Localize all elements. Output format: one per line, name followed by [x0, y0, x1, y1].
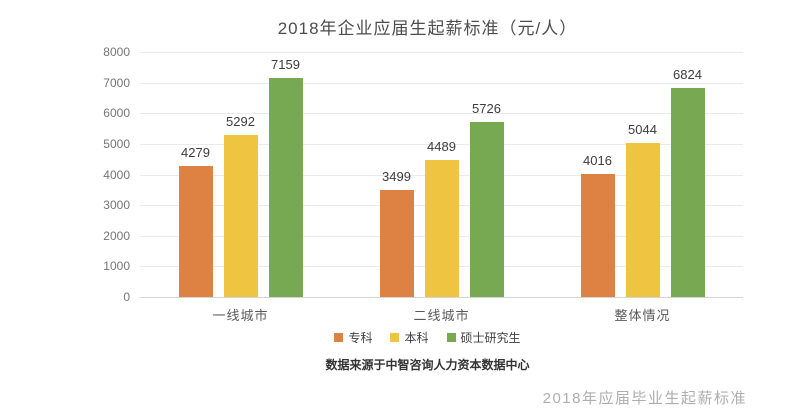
bar-value-label: 3499 — [382, 168, 411, 184]
bar-专科-二线城市 — [379, 189, 414, 297]
bar-硕士研究生-二线城市 — [469, 121, 504, 297]
y-axis-tick-label: 2000 — [103, 228, 130, 243]
bar-value-label: 5292 — [226, 113, 255, 129]
bar-本科-二线城市 — [424, 159, 459, 297]
bar-value-label: 4489 — [427, 138, 456, 154]
gridline — [140, 143, 743, 145]
gridline — [140, 113, 743, 115]
bar-专科-整体情况 — [580, 174, 615, 297]
bar-value-label: 5044 — [628, 121, 657, 137]
bar-value-label: 4279 — [181, 144, 210, 160]
bar-value-label: 6824 — [673, 67, 702, 83]
x-axis-baseline — [140, 297, 743, 298]
x-axis-category-label: 整体情况 — [614, 308, 671, 323]
y-axis-tick-label: 7000 — [103, 75, 130, 90]
legend-color-swatch — [390, 333, 400, 342]
bar-value-label: 7159 — [271, 56, 300, 72]
y-axis-tick-label: 8000 — [103, 45, 130, 59]
legend-color-swatch — [446, 333, 456, 342]
legend-label: 本科 — [404, 331, 429, 345]
data-source-note: 数据来源于中智咨询人力资本数据中心 — [325, 358, 530, 372]
bottom-caption: 2018年应届毕业生起薪标准 — [542, 390, 747, 407]
bar-专科-一线城市 — [178, 165, 213, 297]
chart-legend: 专科 本科 硕士研究生 — [70, 329, 785, 346]
y-axis-tick-label: 4000 — [103, 167, 130, 182]
chart-title: 2018年企业应届生起薪标准（元/人） — [277, 19, 578, 38]
legend-label: 硕士研究生 — [460, 331, 521, 345]
x-axis-category-label: 二线城市 — [413, 308, 470, 323]
y-axis-tick-label: 5000 — [103, 136, 130, 151]
bar-本科-整体情况 — [625, 142, 660, 297]
bar-硕士研究生-一线城市 — [268, 77, 303, 297]
legend-color-swatch — [334, 333, 344, 342]
y-axis-tick-label: 0 — [123, 290, 130, 304]
gridline — [140, 52, 743, 53]
bar-本科-一线城市 — [223, 134, 258, 297]
x-axis-category-label: 一线城市 — [212, 308, 269, 323]
legend-label: 专科 — [348, 331, 373, 345]
bar-硕士研究生-整体情况 — [670, 88, 705, 297]
legend-item-专科: 专科 — [334, 329, 372, 346]
y-axis-tick-label: 3000 — [103, 198, 130, 213]
y-axis-tick-label: 1000 — [103, 259, 130, 274]
bar-chart-plot-area: 0 1000 2000 3000 4000 5000 6000 7000 8000 4279 529… — [103, 45, 743, 323]
legend-item-本科: 本科 — [390, 329, 429, 346]
bar-value-label: 4016 — [583, 153, 612, 169]
bar-value-label: 5726 — [472, 100, 501, 116]
y-axis-tick-label: 6000 — [103, 106, 130, 121]
legend-item-硕士研究生: 硕士研究生 — [446, 329, 521, 346]
gridline — [140, 82, 743, 84]
